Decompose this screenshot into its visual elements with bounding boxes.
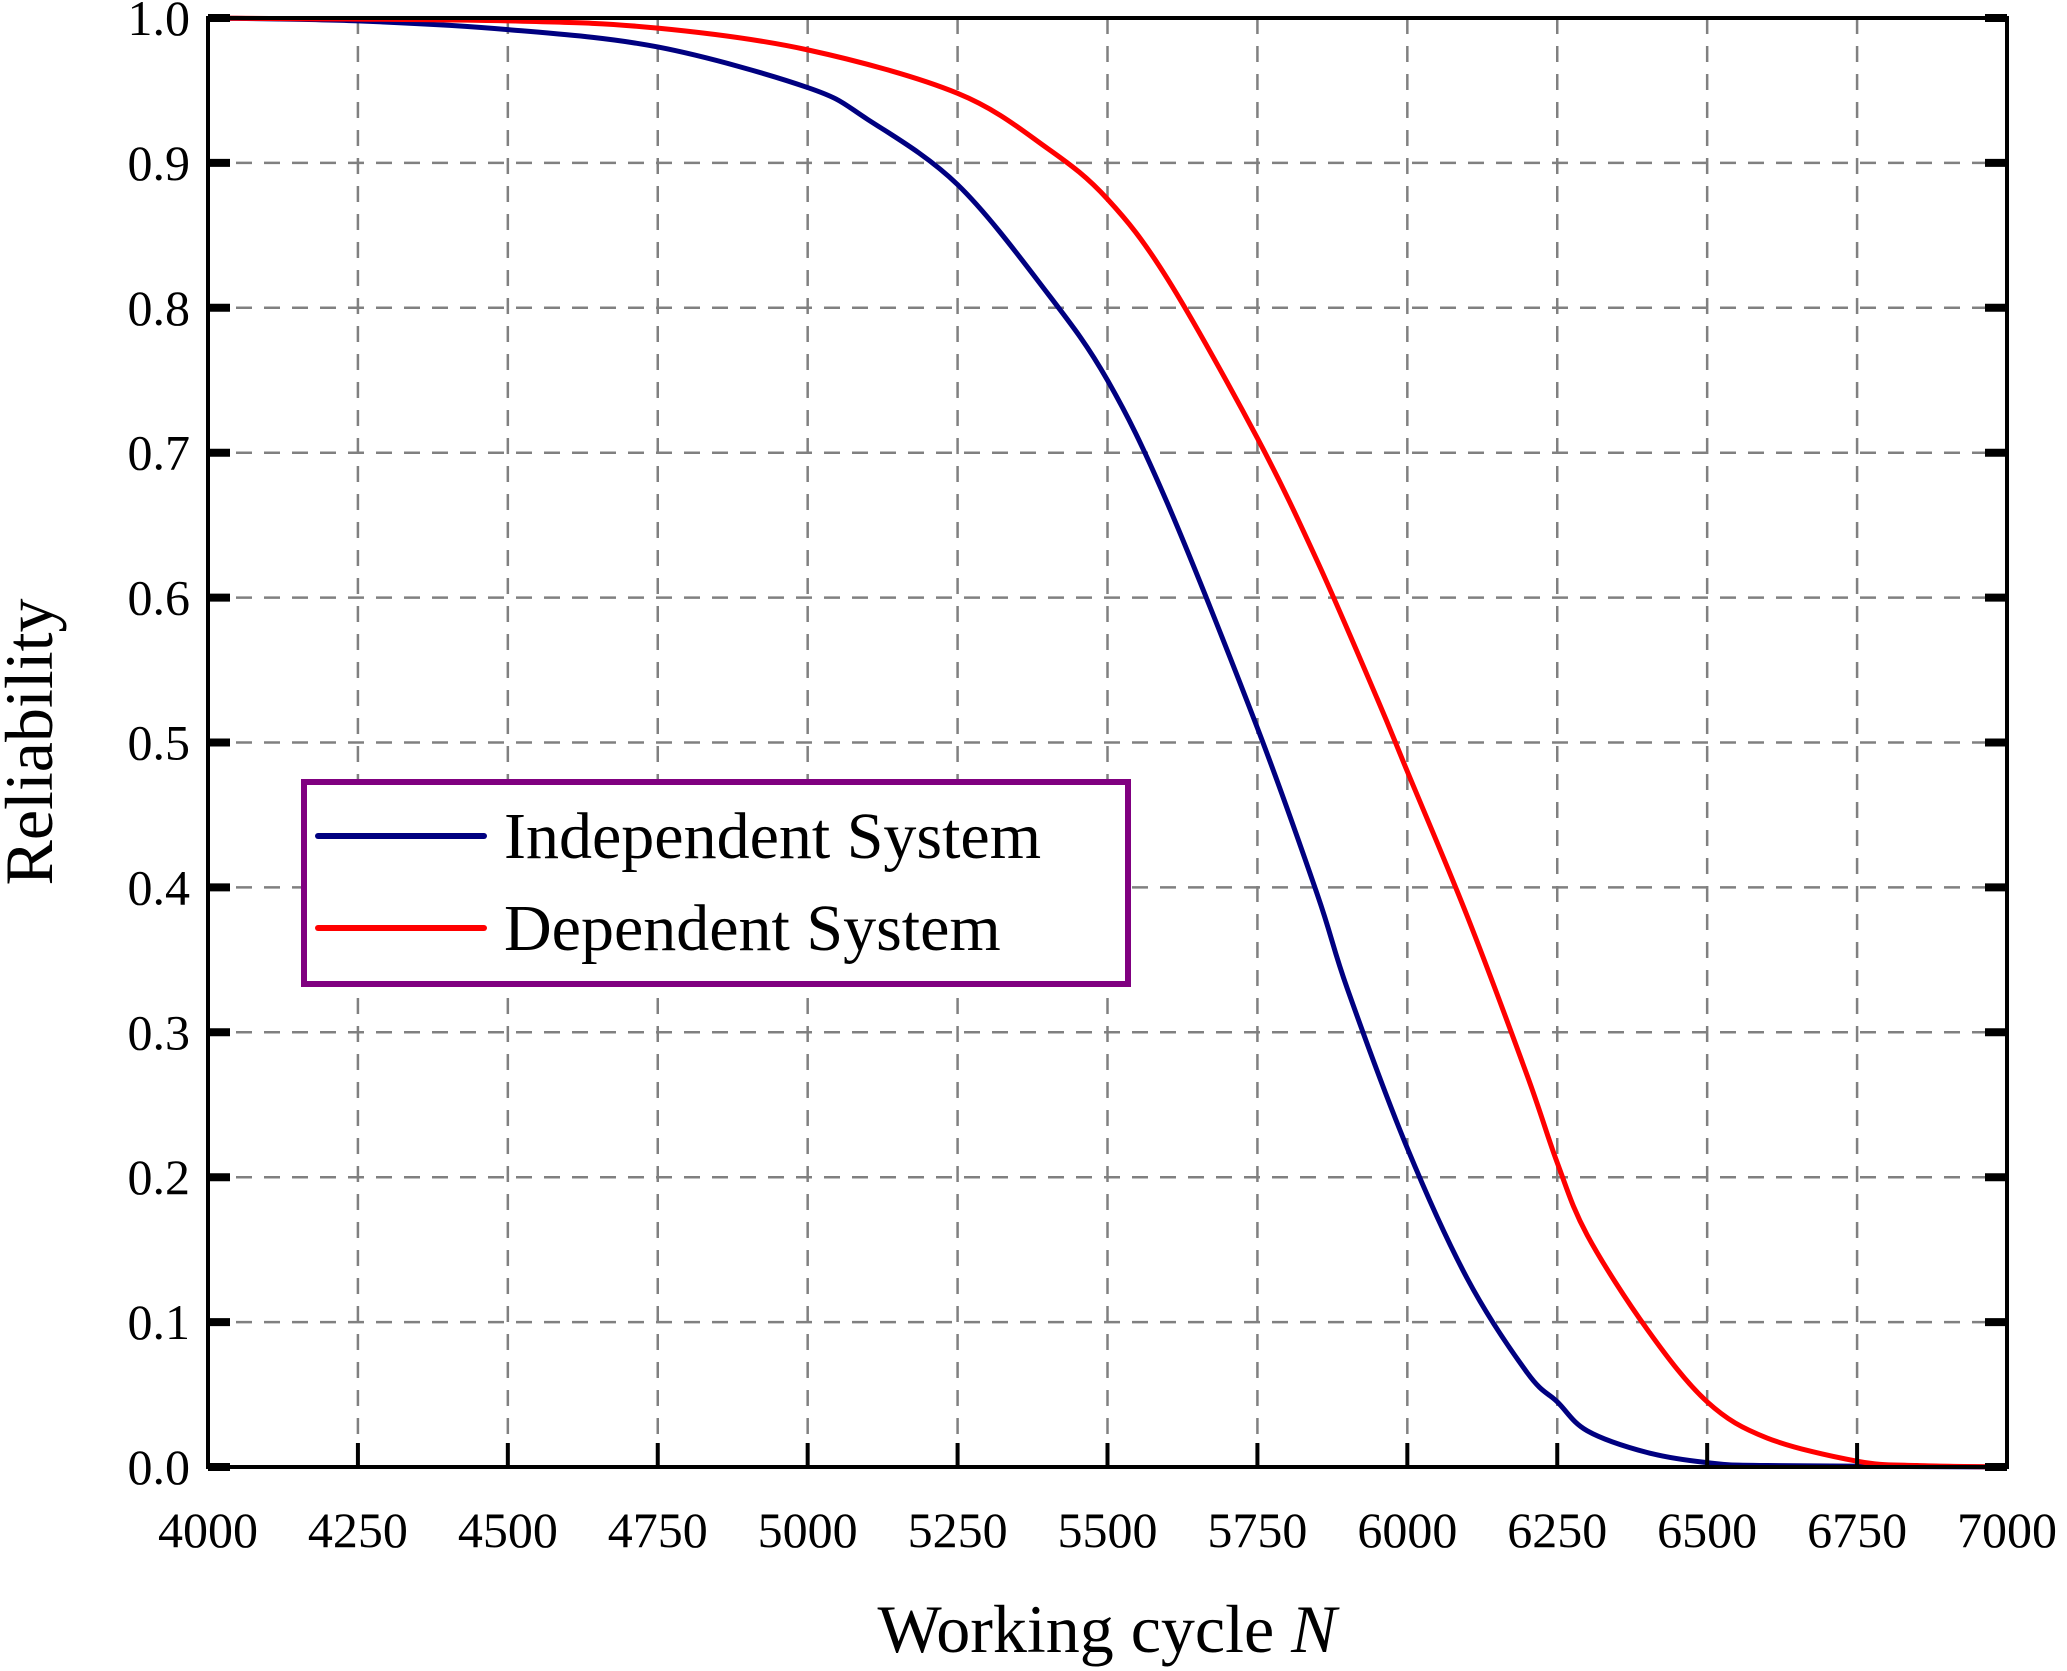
y-tick-label: 0.1 <box>128 1294 191 1350</box>
y-tick-label: 0.3 <box>128 1004 191 1060</box>
series-lines <box>207 15 2008 1470</box>
y-tick-labels: 0.0 0.1 0.2 0.3 0.4 0.5 0.6 0.7 0.8 0.9 1.0 <box>128 0 191 1495</box>
x-tick-label: 6250 <box>1507 1502 1607 1558</box>
y-tick-label: 0.2 <box>128 1149 191 1205</box>
x-tick-label: 6000 <box>1357 1502 1457 1558</box>
x-axis-title: Working cycle N <box>877 1591 1340 1667</box>
y-tick-label: 1.0 <box>128 0 191 46</box>
x-tick-label: 4000 <box>158 1502 258 1558</box>
x-tick-label: 4500 <box>458 1502 558 1558</box>
x-tick-label: 5500 <box>1058 1502 1158 1558</box>
x-tick-label: 6750 <box>1807 1502 1907 1558</box>
y-tick-label: 0.0 <box>128 1439 191 1495</box>
legend-box <box>301 779 1131 987</box>
grid <box>208 18 2007 1467</box>
y-axis-title: Reliability <box>0 598 67 885</box>
series-line-independent <box>207 15 2008 1470</box>
series-line-dependent <box>207 15 2008 1470</box>
x-tick-label: 5750 <box>1207 1502 1307 1558</box>
legend-label-independent: Independent System <box>504 800 1041 873</box>
axis-ticks <box>206 14 2009 1471</box>
y-tick-label: 0.5 <box>128 715 191 771</box>
x-tick-label: 4750 <box>608 1502 708 1558</box>
y-tick-label: 0.8 <box>128 280 191 336</box>
x-tick-label: 5250 <box>908 1502 1008 1558</box>
x-tick-label: 6500 <box>1657 1502 1757 1558</box>
x-tick-label: 4250 <box>308 1502 408 1558</box>
y-tick-label: 0.6 <box>128 570 191 626</box>
x-tick-labels: 4000 4250 4500 4750 5000 5250 5500 5750 6000 6250… <box>158 1502 2057 1558</box>
y-tick-label: 0.7 <box>128 425 191 481</box>
x-tick-label: 5000 <box>758 1502 858 1558</box>
y-tick-label: 0.9 <box>128 135 191 191</box>
legend: Independent System Dependent System <box>301 779 1131 987</box>
legend-label-dependent: Dependent System <box>504 892 1001 965</box>
x-tick-label: 7000 <box>1957 1502 2057 1558</box>
y-tick-label: 0.4 <box>128 859 191 915</box>
